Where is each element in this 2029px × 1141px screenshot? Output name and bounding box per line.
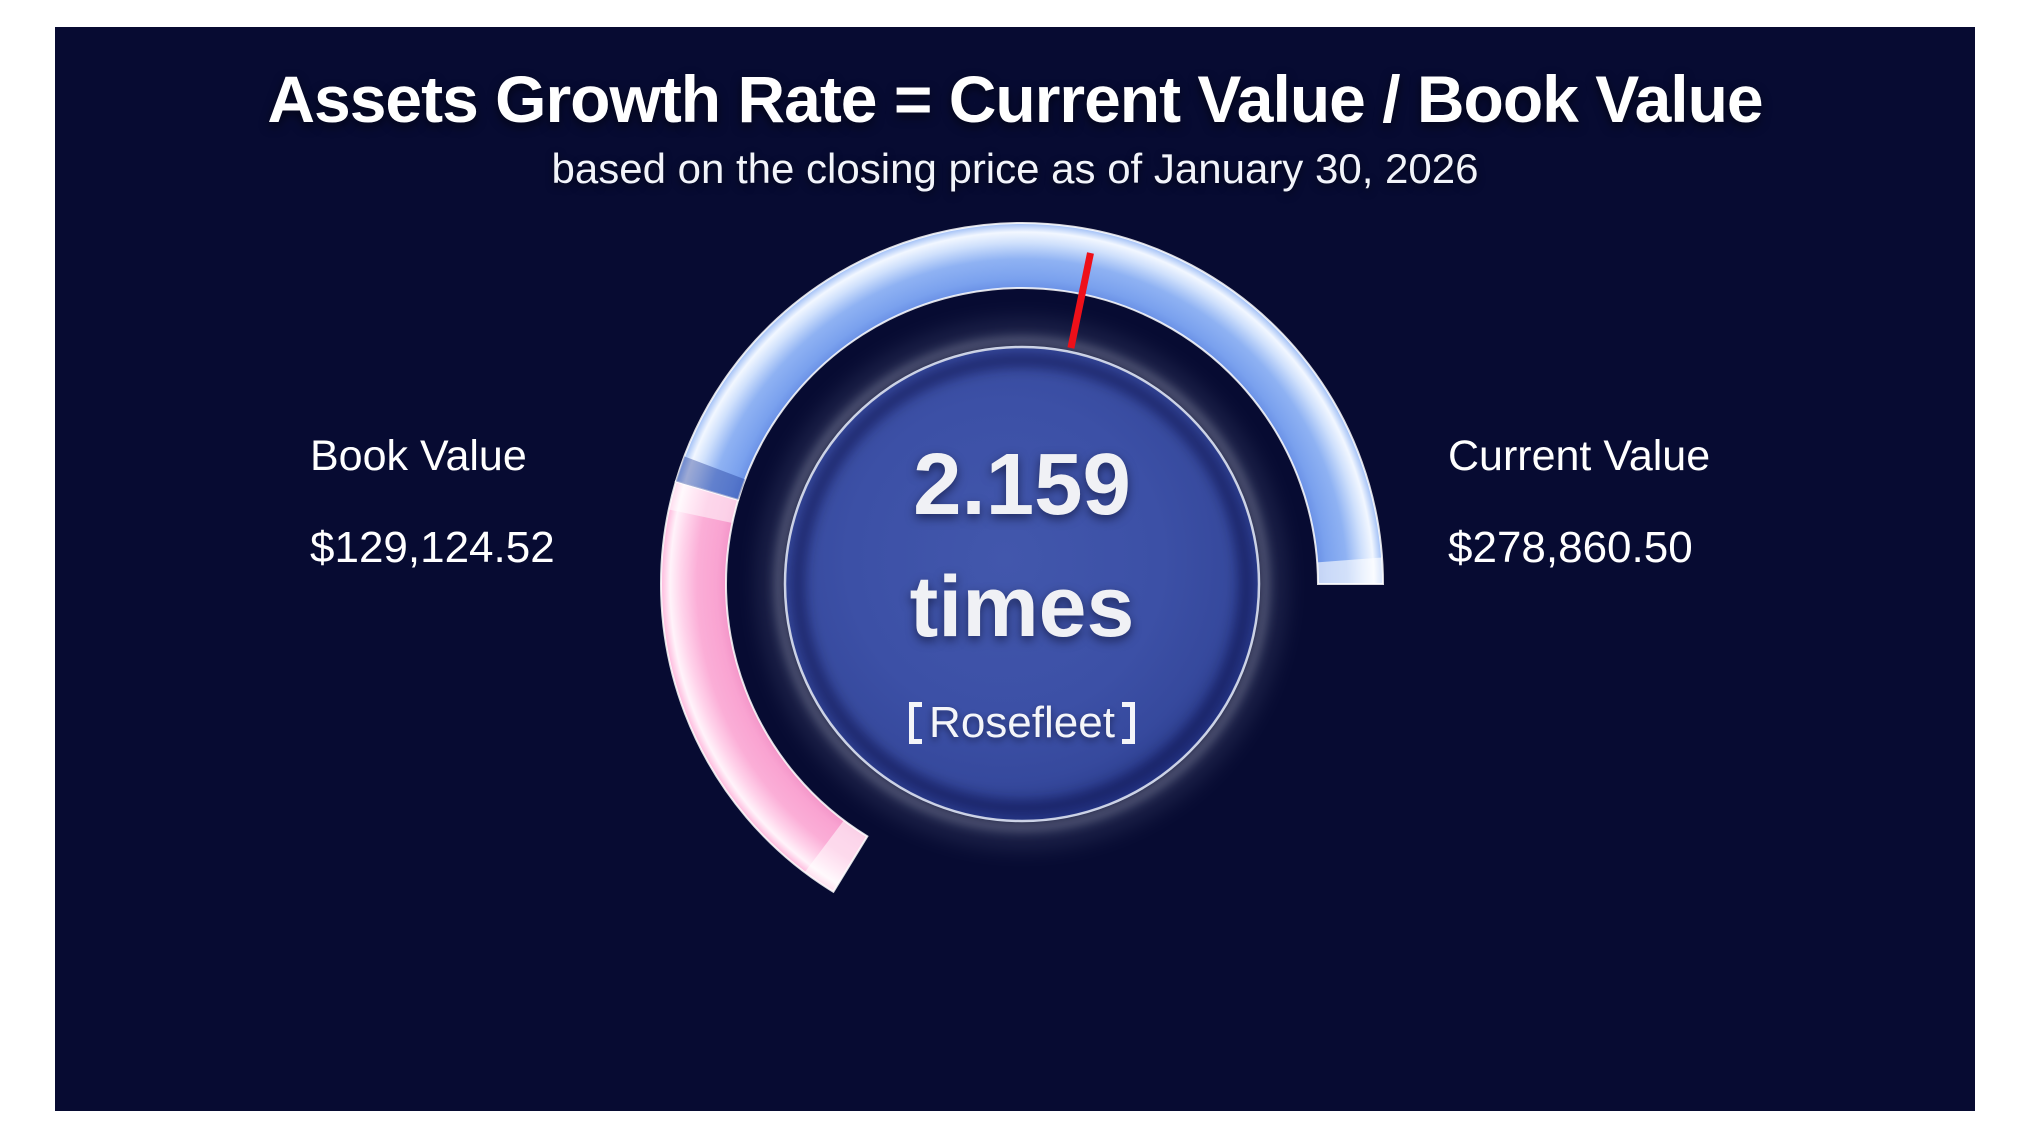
company-line: Rosefleet — [772, 701, 1272, 745]
ratio-value: 2.159 — [913, 436, 1131, 533]
book-value-label: Book Value — [310, 432, 527, 480]
lenticular-bracket-left — [909, 702, 923, 744]
ratio-unit: times — [909, 559, 1135, 655]
gauge-arc-split-bevel-light — [668, 481, 739, 523]
book-value-amount: $129,124.52 — [310, 523, 555, 572]
current-value-label: Current Value — [1448, 432, 1711, 480]
company-name: Rosefleet — [929, 698, 1115, 747]
hub-circle — [783, 345, 1261, 823]
gauge-needle — [1067, 252, 1094, 349]
hub-outer-glow — [760, 322, 1284, 846]
hub-inner-shadow — [790, 352, 1254, 816]
hub-glow-ring — [777, 339, 1267, 829]
gauge-arc-current-value — [674, 222, 1385, 585]
gauge-chart — [660, 222, 1385, 894]
gauge-arc-current-end-bevel — [1317, 557, 1383, 584]
gauge-arc-book-end-bevel — [804, 820, 868, 892]
panel: Assets Growth Rate = Current Value / Boo… — [55, 27, 1975, 1111]
chart-subtitle: based on the closing price as of January… — [551, 145, 1479, 192]
lenticular-bracket-right — [1121, 702, 1135, 744]
gauge-arc-split-bevel-dark — [675, 456, 746, 500]
chart-title: Assets Growth Rate = Current Value / Boo… — [267, 62, 1763, 136]
current-value-amount: $278,860.50 — [1448, 523, 1693, 572]
